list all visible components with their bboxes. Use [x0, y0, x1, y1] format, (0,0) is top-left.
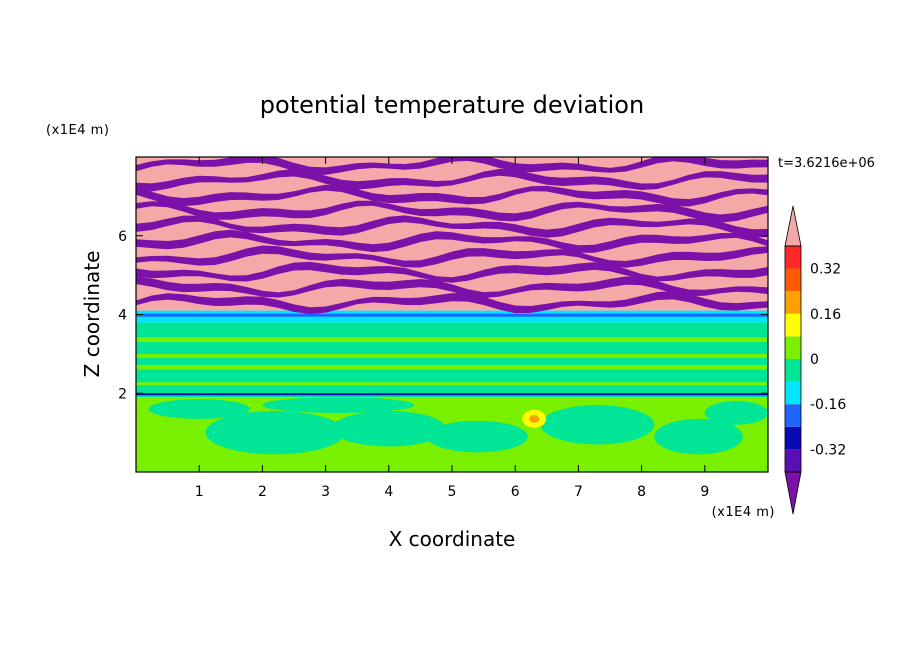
colorbar-tick-label: -0.16	[810, 397, 846, 413]
colorbar-tick-label: 0.32	[810, 262, 841, 278]
upper-band-2	[136, 261, 768, 283]
blob-2	[426, 420, 528, 453]
warm-spot-inner	[529, 414, 540, 423]
y-axis-ticks: 2 4 6	[118, 229, 768, 402]
colorbar-segment	[785, 268, 801, 292]
layer-middle	[136, 322, 768, 398]
colorbar-over-arrow	[784, 205, 802, 247]
x-axis-ticks: 1 2 3 4 5 6 7 8 9	[195, 157, 709, 500]
blob-0	[205, 410, 345, 455]
x-tick-label: 8	[637, 484, 646, 500]
middle-stripe-3	[136, 382, 768, 386]
x-tick-label: 4	[384, 484, 393, 500]
x-tick-label: 2	[258, 484, 267, 500]
y-tick-label: 4	[118, 308, 127, 324]
x-tick-label: 6	[511, 484, 520, 500]
y-tick-label: 2	[118, 386, 127, 402]
colorbar-frame	[784, 245, 802, 473]
colorbar-segment	[785, 313, 801, 337]
chart-title: potential temperature deviation	[260, 91, 644, 119]
contour-field	[136, 157, 768, 472]
colorbar-tick-label: -0.32	[810, 442, 846, 458]
transition-line	[136, 313, 768, 317]
blob-6	[262, 397, 415, 413]
thin-band-z2	[136, 393, 768, 396]
colorbar-segment	[785, 336, 801, 359]
y-unit-label: (x1E4 m)	[46, 123, 109, 138]
blob-1	[331, 410, 446, 447]
upper-band-6	[136, 200, 768, 223]
upper-band-5	[136, 215, 768, 238]
upper-band-4	[136, 229, 768, 253]
upper-band-7	[136, 184, 768, 207]
colorbar-segment	[785, 449, 801, 472]
colorbar-segment	[785, 404, 801, 427]
x-tick-label: 7	[574, 484, 583, 500]
colorbar-segment	[785, 291, 801, 314]
colorbar-segment	[785, 426, 801, 450]
colorbar-tick-label: 0	[810, 352, 819, 368]
colorbar: 0.32 0.16 0 -0.16 -0.32	[784, 205, 846, 515]
colorbar-segment	[785, 246, 801, 269]
upper-band-3	[136, 245, 768, 268]
time-label: t=3.6216e+06	[778, 156, 875, 171]
x-tick-label: 5	[448, 484, 457, 500]
colorbar-segment	[785, 359, 801, 382]
upper-band-0	[136, 291, 768, 315]
blob-7	[704, 401, 768, 425]
x-tick-label: 9	[700, 484, 709, 500]
x-unit-label: (x1E4 m)	[712, 505, 775, 520]
middle-stripe-1	[136, 353, 768, 358]
upper-band-8	[136, 168, 768, 192]
upper-band-1	[136, 276, 768, 299]
blob-4	[654, 418, 743, 455]
upper-band-9	[136, 157, 768, 175]
blob-5	[148, 399, 250, 419]
blob-3	[540, 405, 655, 445]
middle-stripe-2	[136, 337, 768, 343]
middle-stripe-0	[136, 364, 768, 370]
y-tick-label: 6	[118, 229, 127, 245]
x-tick-label: 1	[195, 484, 204, 500]
colorbar-tick-label: 0.16	[810, 307, 841, 323]
x-tick-label: 3	[321, 484, 330, 500]
colorbar-segment	[785, 381, 801, 405]
x-axis-label: X coordinate	[389, 527, 516, 551]
colorbar-under-arrow	[784, 471, 802, 515]
y-axis-label: Z coordinate	[80, 251, 104, 378]
